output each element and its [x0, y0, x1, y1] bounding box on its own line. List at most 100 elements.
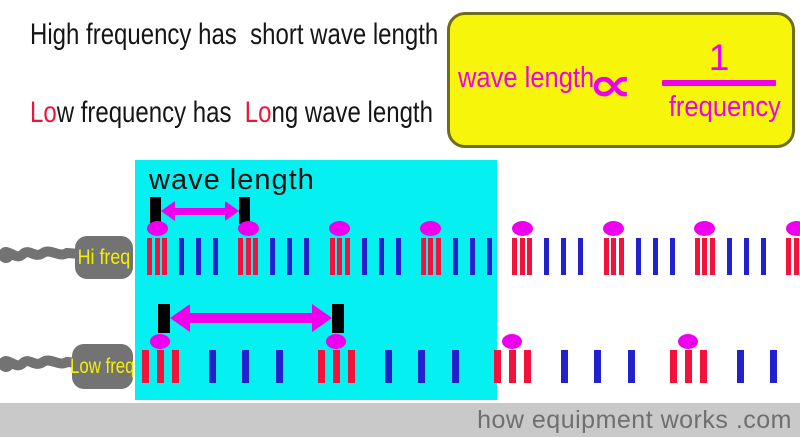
red-pulse-bar	[509, 350, 516, 383]
blue-cycle-bar	[276, 350, 283, 383]
red-pulse-bar	[786, 238, 792, 275]
red-pulse-bar	[157, 350, 164, 383]
red-pulse-bar	[333, 350, 340, 383]
hi-freq-label-plate: Hi freq	[75, 236, 133, 279]
red-pulse-bar	[709, 238, 715, 275]
headline-segment: w frequency has	[56, 96, 245, 129]
red-pulse-bar	[519, 238, 525, 275]
pulse-dot	[603, 221, 624, 236]
hi-freq-label: Hi freq	[77, 245, 131, 269]
blue-cycle-bar	[179, 238, 184, 275]
blue-cycle-bar	[635, 238, 641, 275]
wavelength-label: wave length	[149, 164, 315, 196]
blue-cycle-bar	[743, 238, 749, 275]
formula-box: wave length ∝ 1 frequency	[447, 12, 795, 148]
red-pulse-bar	[253, 238, 259, 275]
red-pulse-bar	[428, 238, 434, 275]
red-pulse-bar	[238, 238, 244, 275]
blue-cycle-bar	[213, 238, 218, 275]
wavelength-marker-tick	[150, 197, 161, 224]
blue-cycle-bar	[652, 238, 658, 275]
wavelength-marker-tick	[239, 197, 250, 224]
blue-cycle-bar	[770, 350, 777, 383]
pulse-dot	[785, 221, 800, 236]
pulse-dot	[694, 221, 716, 236]
headline-low-frequency: Low frequency has Long wave length	[30, 96, 433, 130]
wavelength-arrow	[170, 304, 332, 332]
blue-cycle-bar	[669, 238, 675, 275]
blue-cycle-bar	[628, 350, 635, 383]
blue-cycle-bar	[561, 238, 567, 275]
red-pulse-bar	[435, 238, 441, 275]
red-pulse-bar	[245, 238, 251, 275]
red-pulse-bar	[685, 350, 692, 383]
site-name: how equipment works .com	[477, 406, 792, 434]
formula-fraction: 1 frequency	[662, 37, 781, 122]
red-pulse-bar	[329, 238, 335, 275]
red-pulse-bar	[147, 238, 152, 275]
headline-high-frequency: High frequency has short wave length	[30, 18, 439, 51]
blue-cycle-bar	[452, 238, 458, 275]
blue-cycle-bar	[544, 238, 550, 275]
blue-cycle-bar	[760, 238, 766, 275]
pulse-dot	[511, 221, 533, 236]
red-pulse-bar	[172, 350, 179, 383]
blue-cycle-bar	[287, 238, 293, 275]
wavelength-marker-tick	[332, 304, 344, 333]
red-pulse-bar	[348, 350, 355, 383]
pulse-dot	[420, 221, 442, 236]
fraction-numerator: 1	[708, 37, 730, 78]
blue-cycle-bar	[270, 238, 276, 275]
wavelength-arrow	[161, 201, 239, 221]
pulse-dot	[146, 221, 168, 236]
pulse-dot	[237, 221, 259, 236]
blue-cycle-bar	[561, 350, 568, 383]
red-pulse-bar	[524, 350, 531, 383]
blue-cycle-bar	[418, 350, 425, 383]
blue-cycle-bar	[196, 238, 201, 275]
low-freq-probe-cable	[0, 349, 85, 379]
red-pulse-bar	[611, 238, 616, 275]
headline-segment: Lo	[30, 96, 57, 129]
footer-banner: how equipment works .com	[0, 403, 800, 437]
arrow-left-head	[161, 201, 175, 221]
headline-segment: Lo	[244, 96, 272, 129]
arrow-right-head	[312, 304, 332, 332]
red-pulse-bar	[512, 238, 518, 275]
cyan-highlight-panel	[135, 160, 497, 400]
pulse-dot	[326, 334, 346, 349]
red-pulse-bar	[702, 238, 708, 275]
blue-cycle-bar	[594, 350, 601, 383]
red-pulse-bar	[344, 238, 350, 275]
arrow-shaft	[188, 313, 314, 323]
red-pulse-bar	[337, 238, 343, 275]
blue-cycle-bar	[242, 350, 249, 383]
fraction-bar	[662, 80, 776, 86]
arrow-right-head	[225, 201, 239, 221]
red-pulse-bar	[162, 238, 167, 275]
red-pulse-bar	[142, 350, 149, 383]
red-pulse-bar	[420, 238, 426, 275]
red-pulse-bar	[318, 350, 325, 383]
blue-cycle-bar	[209, 350, 216, 383]
arrow-shaft	[173, 207, 227, 215]
blue-cycle-bar	[726, 238, 732, 275]
blue-cycle-bar	[385, 350, 392, 383]
blue-cycle-bar	[452, 350, 459, 383]
pulse-dot	[150, 334, 170, 349]
red-pulse-bar	[793, 238, 799, 275]
blue-cycle-bar	[578, 238, 584, 275]
red-pulse-bar	[670, 350, 677, 383]
blue-cycle-bar	[737, 350, 744, 383]
red-pulse-bar	[700, 350, 707, 383]
pulse-dot	[502, 334, 522, 349]
red-pulse-bar	[494, 350, 501, 383]
headline-segment: ng wave length	[271, 96, 433, 129]
red-pulse-bar	[694, 238, 700, 275]
arrow-left-head	[170, 304, 190, 332]
formula-lhs: wave length	[458, 62, 595, 94]
blue-cycle-bar	[378, 238, 384, 275]
proportional-to-icon: ∝	[588, 57, 633, 113]
